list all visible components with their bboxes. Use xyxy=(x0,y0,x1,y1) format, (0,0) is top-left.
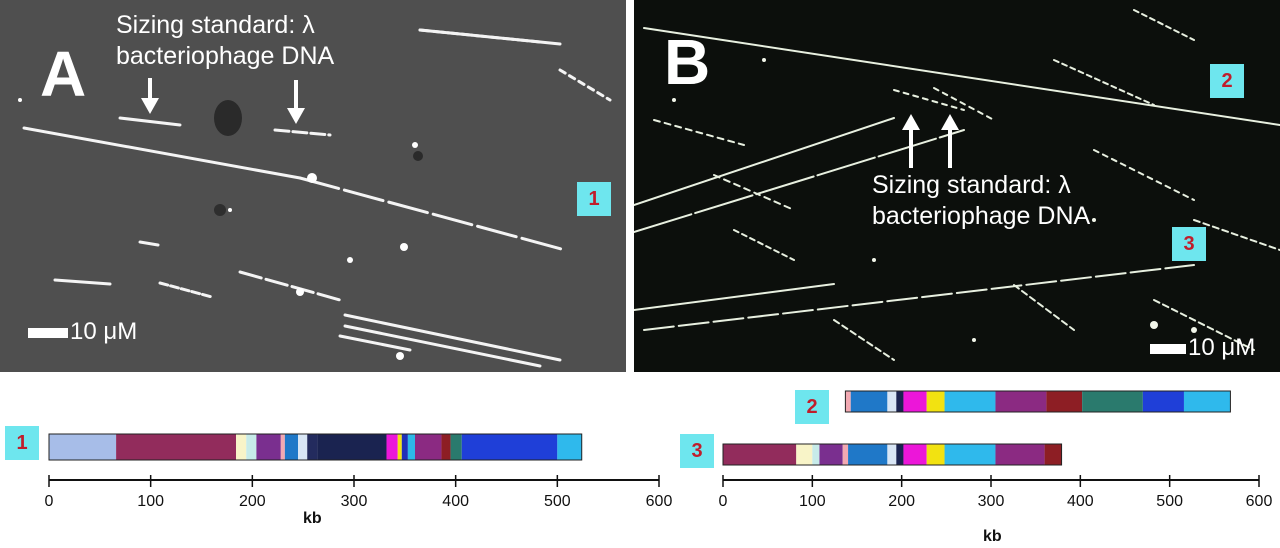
map-3-segment xyxy=(1044,444,1062,465)
panel-a-arrows xyxy=(141,78,305,124)
map-2-segment xyxy=(845,391,851,412)
map-2-segment xyxy=(1142,391,1184,412)
map-1-segment xyxy=(401,434,408,460)
map-1-segment xyxy=(284,434,299,460)
map-2-segment xyxy=(896,391,904,412)
map-1-segment xyxy=(317,434,387,460)
panel-b-annotation: Sizing standard: λ bacteriophage DNA xyxy=(872,170,1090,232)
map-2-segment xyxy=(887,391,897,412)
map-3-segment xyxy=(944,444,996,465)
axis-right-tick-label: 300 xyxy=(977,493,1005,510)
micrograph-panel-b: B Sizing standard: λ bacteriophage DNA 2… xyxy=(634,0,1280,372)
scale-bar-a: 10 μM xyxy=(28,320,137,344)
map-1-segment xyxy=(397,434,402,460)
map-1-segment xyxy=(307,434,318,460)
map-3-segment xyxy=(812,444,820,465)
panel-b-letter: B xyxy=(664,26,711,98)
axis-right-tick-label: 600 xyxy=(1245,493,1273,510)
map-badge-3: 3 xyxy=(680,434,714,468)
map-1-segment xyxy=(450,434,462,460)
map-3-outline xyxy=(722,443,1063,466)
map-1-segment xyxy=(236,434,247,460)
axis-right-tick-label: 100 xyxy=(798,493,826,510)
map-1-segment xyxy=(246,434,257,460)
map-3-segment xyxy=(796,444,813,465)
axis-left-tick-label: 100 xyxy=(137,493,165,510)
scale-bar-label: 10 μM xyxy=(70,318,138,345)
map-1-segment xyxy=(280,434,285,460)
map-2-segment xyxy=(926,391,945,412)
dna-fibers-a xyxy=(18,28,612,368)
annotation-line-1: Sizing standard: λ xyxy=(872,171,1071,199)
map-1-segment xyxy=(298,434,308,460)
axis-right-tick-label: 0 xyxy=(718,493,728,510)
micrograph-panel-a: A Sizing standard: λ bacteriophage DNA 1… xyxy=(0,0,626,372)
scale-bar-line xyxy=(1150,343,1186,354)
map-3-segment xyxy=(819,444,843,465)
axis-right-tick-label: 400 xyxy=(1066,493,1094,510)
axis-left-tick-label: 300 xyxy=(340,493,368,510)
map-1-segment xyxy=(557,434,582,460)
axis-right-tick-label: 200 xyxy=(888,493,916,510)
map-3-segment xyxy=(995,444,1045,465)
map-1-segment xyxy=(441,434,451,460)
map-3-segment xyxy=(848,444,888,465)
map-2-segment xyxy=(1183,391,1231,412)
scale-bar-b: 10 μM xyxy=(1150,336,1255,360)
axis-left-tick-label: 400 xyxy=(442,493,470,510)
map-badge-2: 2 xyxy=(795,390,829,424)
axis-left-label: kb xyxy=(303,510,322,527)
axis-left-tick-label: 500 xyxy=(543,493,571,510)
map-1-segment xyxy=(49,434,117,460)
map-3-segment xyxy=(842,444,849,465)
panel-b-arrows xyxy=(902,114,959,168)
map-2-segment xyxy=(1046,391,1083,412)
map-badge-1: 1 xyxy=(5,426,39,460)
map-2-outline xyxy=(844,390,1231,413)
annotation-line-2: bacteriophage DNA xyxy=(116,42,335,70)
fiber-badge-2: 2 xyxy=(1210,64,1244,98)
map-3-segment xyxy=(926,444,945,465)
panel-a-letter: A xyxy=(40,38,87,110)
map-3-segment xyxy=(896,444,904,465)
fiber-badge-1: 1 xyxy=(577,182,611,216)
map-1-outline xyxy=(48,433,583,461)
map-2-segment xyxy=(850,391,888,412)
panel-a-annotation: Sizing standard: λ bacteriophage DNA xyxy=(116,10,334,72)
map-2-segment xyxy=(995,391,1047,412)
map-2-segment xyxy=(1082,391,1143,412)
map-2-segment xyxy=(944,391,996,412)
map-1-segment xyxy=(386,434,398,460)
map-1-segment xyxy=(461,434,558,460)
annotation-line-2: bacteriophage DNA xyxy=(872,202,1091,230)
axis-left-tick-label: 0 xyxy=(44,493,54,510)
map-3-segment xyxy=(723,444,797,465)
map-3-segment xyxy=(903,444,927,465)
scale-bar-line xyxy=(28,327,68,338)
map-1-segment xyxy=(256,434,281,460)
annotation-line-1: Sizing standard: λ xyxy=(116,11,315,39)
map-3-segment xyxy=(887,444,897,465)
fiber-badge-3: 3 xyxy=(1172,227,1206,261)
scale-bar-label: 10 μM xyxy=(1188,334,1256,361)
map-1-segment xyxy=(116,434,237,460)
axis-right-label: kb xyxy=(983,528,1002,545)
map-1-segment xyxy=(415,434,442,460)
axis-left-tick-label: 200 xyxy=(238,493,266,510)
axis-right-tick-label: 500 xyxy=(1156,493,1184,510)
axis-left-tick-label: 600 xyxy=(645,493,673,510)
map-2-segment xyxy=(903,391,927,412)
map-1-segment xyxy=(407,434,415,460)
